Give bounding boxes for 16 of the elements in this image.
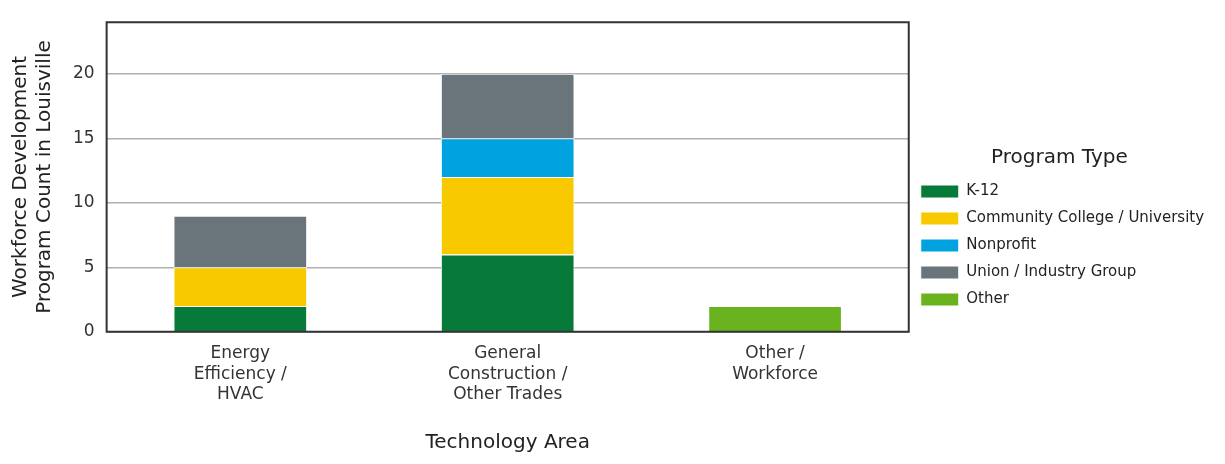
y-tick-label: 5 [83, 255, 95, 276]
y-tick-label: 0 [83, 320, 95, 341]
legend-title: Program Type [991, 144, 1128, 169]
y-axis-title: Workforce Development Program Count in Louisville [7, 40, 56, 314]
legend-label: Community College / University [966, 208, 1205, 227]
legend-label: Nonprofit [966, 235, 1037, 254]
y-tick-label: 15 [72, 126, 95, 147]
x-tick-label: Other / Workforce [732, 342, 818, 383]
x-tick-label: General Construction / Other Trades [448, 342, 568, 404]
x-axis-title: Technology Area [424, 429, 590, 454]
y-tick-label: 20 [72, 62, 95, 83]
legend-label: Other [966, 289, 1010, 308]
y-tick-label: 10 [72, 191, 95, 212]
legend-label: Union / Industry Group [966, 262, 1137, 281]
legend-label: K-12 [966, 181, 1000, 200]
x-tick-label: Energy Efficiency / HVAC [193, 342, 288, 404]
